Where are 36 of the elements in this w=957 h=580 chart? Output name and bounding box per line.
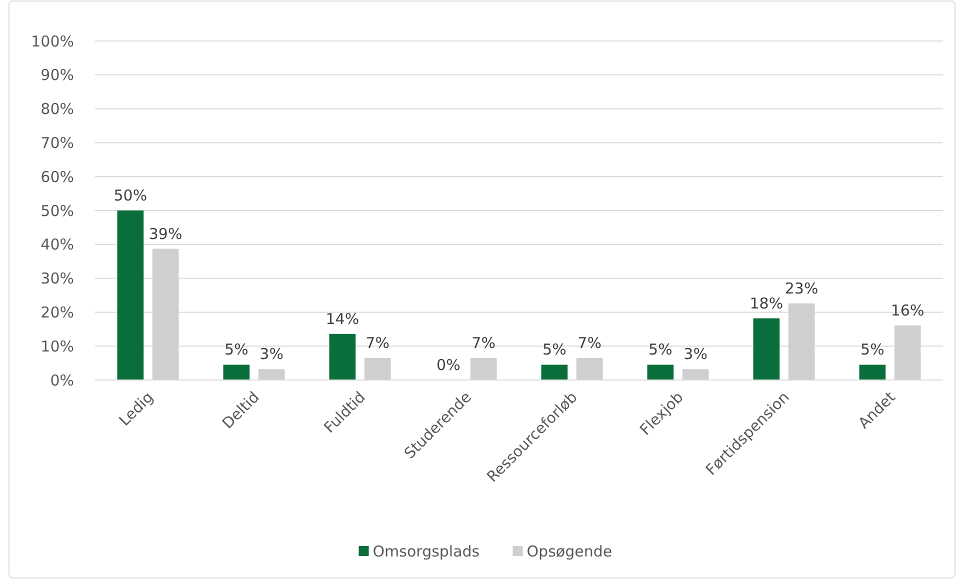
data-label: 5% <box>224 340 248 359</box>
y-tick-label: 20% <box>40 303 74 322</box>
data-label: 39% <box>148 224 182 243</box>
y-tick-label: 60% <box>40 168 74 186</box>
data-label: 7% <box>578 334 602 352</box>
data-label: 14% <box>326 310 360 328</box>
y-tick-label: 50% <box>40 202 74 220</box>
data-label: 50% <box>114 186 148 204</box>
bar <box>223 364 250 380</box>
data-label: 5% <box>860 340 884 359</box>
data-label: 5% <box>648 340 672 359</box>
data-label: 0% <box>436 356 460 374</box>
data-label: 18% <box>750 294 784 312</box>
legend-label: Omsorgsplads <box>372 542 480 560</box>
y-tick-label: 40% <box>40 236 74 254</box>
data-label: 5% <box>542 340 566 359</box>
bar <box>117 210 144 380</box>
y-tick-label: 70% <box>40 134 74 152</box>
bar <box>859 364 886 380</box>
data-label: 7% <box>472 334 496 352</box>
data-label: 7% <box>366 334 390 352</box>
y-tick-label: 90% <box>40 66 74 84</box>
bar <box>329 334 356 380</box>
bar <box>647 364 674 380</box>
bar <box>541 364 568 380</box>
y-tick-label: 80% <box>40 100 74 118</box>
y-tick-label: 100% <box>31 32 74 50</box>
y-tick-label: 10% <box>40 337 74 356</box>
legend-label: Opsøgende <box>526 542 612 560</box>
y-tick-label: 0% <box>50 371 74 390</box>
y-tick-label: 30% <box>40 270 74 288</box>
data-label: 16% <box>890 301 924 320</box>
bar <box>753 318 780 380</box>
data-label: 23% <box>784 279 818 298</box>
data-label: 3% <box>260 345 284 364</box>
data-label: 3% <box>684 345 708 364</box>
